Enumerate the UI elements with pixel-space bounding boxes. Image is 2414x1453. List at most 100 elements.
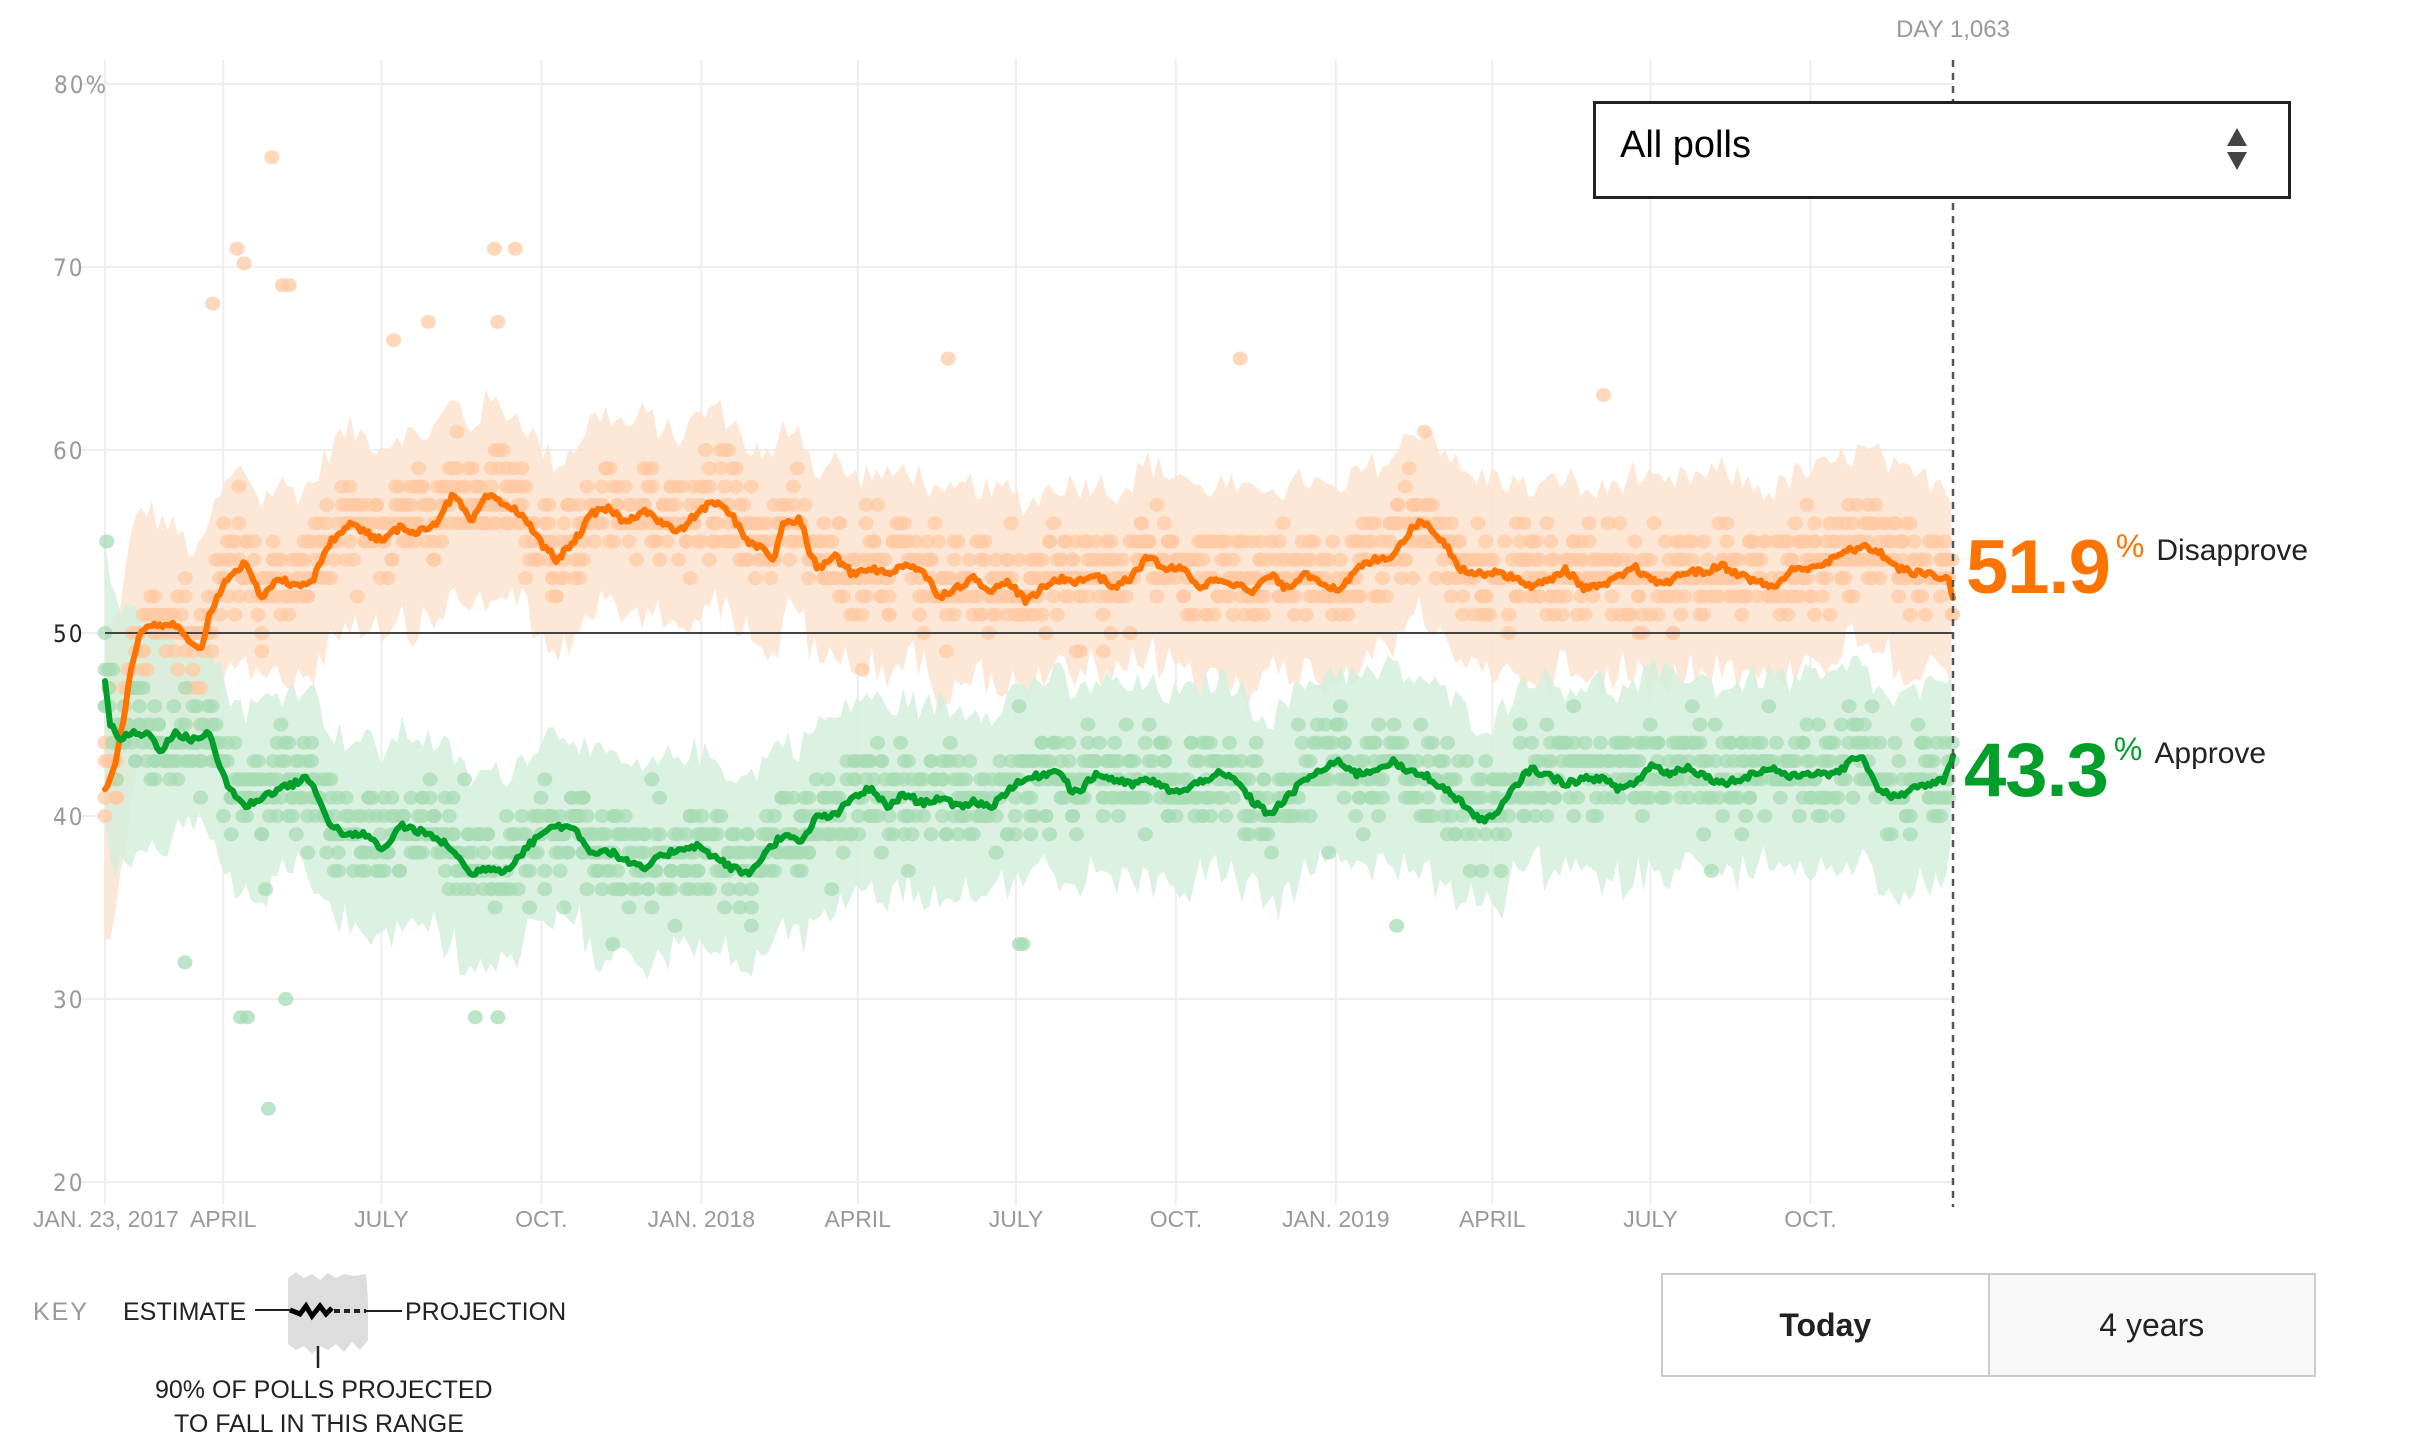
poll-dot bbox=[709, 827, 725, 842]
poll-dot bbox=[766, 809, 782, 823]
poll-dot bbox=[1034, 735, 1050, 750]
poll-dot bbox=[1772, 790, 1788, 805]
poll-dot bbox=[594, 882, 610, 897]
poll-dot bbox=[135, 680, 151, 695]
poll-dot bbox=[873, 845, 889, 860]
poll-dot bbox=[835, 589, 851, 604]
y-tick-label: 60 bbox=[53, 437, 84, 465]
poll-filter-dropdown[interactable]: All polls bbox=[1593, 101, 2291, 199]
poll-dot bbox=[380, 571, 396, 586]
poll-dot bbox=[1225, 552, 1241, 567]
poll-dot bbox=[1114, 552, 1130, 567]
poll-dot bbox=[342, 534, 358, 549]
poll-dot bbox=[1256, 607, 1272, 622]
poll-dot bbox=[269, 772, 285, 787]
poll-dot bbox=[900, 863, 916, 878]
poll-dot bbox=[847, 772, 863, 787]
poll-dot bbox=[797, 497, 813, 512]
poll-dot bbox=[403, 790, 419, 805]
poll-dot bbox=[1026, 809, 1042, 823]
poll-dot bbox=[942, 571, 958, 586]
poll-dot bbox=[988, 552, 1004, 567]
poll-dot bbox=[1914, 589, 1930, 604]
poll-dot bbox=[1332, 717, 1348, 732]
poll-dot bbox=[946, 552, 962, 567]
poll-dot bbox=[1527, 809, 1543, 823]
poll-dot bbox=[212, 607, 228, 622]
poll-dot-outlier bbox=[99, 534, 115, 549]
poll-dot bbox=[1007, 809, 1023, 823]
poll-dot bbox=[1455, 589, 1471, 604]
poll-dot bbox=[1260, 827, 1276, 842]
poll-dot bbox=[1367, 516, 1383, 531]
poll-dot bbox=[1298, 607, 1314, 622]
poll-dot bbox=[1046, 516, 1061, 531]
key-estimate-projection-icon bbox=[255, 1272, 402, 1368]
poll-dot bbox=[1627, 534, 1643, 549]
poll-dot bbox=[629, 552, 645, 567]
poll-dot bbox=[648, 534, 664, 549]
four-years-button[interactable]: 4 years bbox=[1987, 1275, 2314, 1375]
poll-dot bbox=[1241, 772, 1257, 787]
poll-dot bbox=[330, 863, 346, 878]
poll-dot bbox=[1374, 772, 1390, 787]
poll-dot bbox=[636, 497, 652, 512]
poll-dot bbox=[414, 845, 430, 860]
poll-dot bbox=[835, 845, 851, 860]
poll-dot bbox=[1428, 571, 1444, 586]
poll-dot bbox=[1589, 809, 1605, 823]
poll-dot bbox=[870, 497, 886, 512]
poll-dot bbox=[1336, 790, 1352, 805]
today-button[interactable]: Today bbox=[1663, 1275, 1988, 1375]
poll-dot bbox=[1065, 552, 1081, 567]
poll-dot bbox=[1837, 571, 1853, 586]
poll-dot bbox=[323, 772, 339, 787]
poll-dot bbox=[621, 534, 637, 549]
poll-dot bbox=[131, 699, 147, 714]
poll-dot bbox=[988, 607, 1004, 622]
poll-dot bbox=[514, 809, 530, 823]
poll-dot bbox=[204, 699, 220, 714]
poll-dot bbox=[1742, 790, 1758, 805]
poll-dot bbox=[1891, 754, 1907, 769]
poll-dot bbox=[510, 882, 526, 897]
x-tick-label: JULY bbox=[989, 1206, 1044, 1232]
poll-dot bbox=[1367, 735, 1383, 750]
poll-dot bbox=[437, 863, 453, 878]
poll-dot bbox=[1443, 516, 1459, 531]
poll-dot bbox=[1053, 552, 1069, 567]
poll-dot bbox=[1321, 552, 1337, 567]
poll-dot bbox=[219, 754, 235, 769]
poll-dot bbox=[204, 644, 220, 659]
poll-dot bbox=[319, 516, 335, 531]
x-tick-label: JAN. 2019 bbox=[1282, 1206, 1389, 1232]
poll-dot bbox=[988, 809, 1004, 823]
poll-dot bbox=[1107, 735, 1123, 750]
y-tick-label: 70 bbox=[53, 254, 84, 282]
poll-dot bbox=[1753, 735, 1769, 750]
x-tick-label: OCT. bbox=[515, 1206, 567, 1232]
poll-dot bbox=[556, 900, 572, 915]
poll-dot bbox=[877, 552, 893, 567]
poll-dot bbox=[977, 552, 993, 567]
poll-dot bbox=[1910, 717, 1926, 732]
poll-dot bbox=[170, 662, 186, 677]
poll-dot bbox=[606, 534, 622, 549]
poll-dot bbox=[1061, 589, 1077, 604]
poll-dot bbox=[1352, 589, 1367, 604]
poll-dot bbox=[1635, 809, 1650, 823]
poll-dot bbox=[1451, 534, 1467, 549]
disapprove-percent-sign: % bbox=[2115, 528, 2145, 564]
poll-dot bbox=[1872, 571, 1888, 586]
poll-dot bbox=[858, 497, 874, 512]
poll-dot bbox=[1046, 589, 1061, 604]
approval-chart[interactable]: 80% 70 60 50 40 30 20 JAN. 23, 2017 APRIL JULY OC… bbox=[0, 0, 2414, 1250]
y-axis: 80% 70 60 50 40 30 20 bbox=[53, 71, 106, 1197]
poll-dot bbox=[1336, 735, 1352, 750]
poll-dot bbox=[1527, 534, 1543, 549]
poll-dot bbox=[1088, 534, 1104, 549]
poll-dot bbox=[1065, 809, 1081, 823]
poll-dot bbox=[1069, 827, 1084, 842]
poll-dot bbox=[1715, 809, 1731, 823]
poll-dot bbox=[870, 735, 886, 750]
